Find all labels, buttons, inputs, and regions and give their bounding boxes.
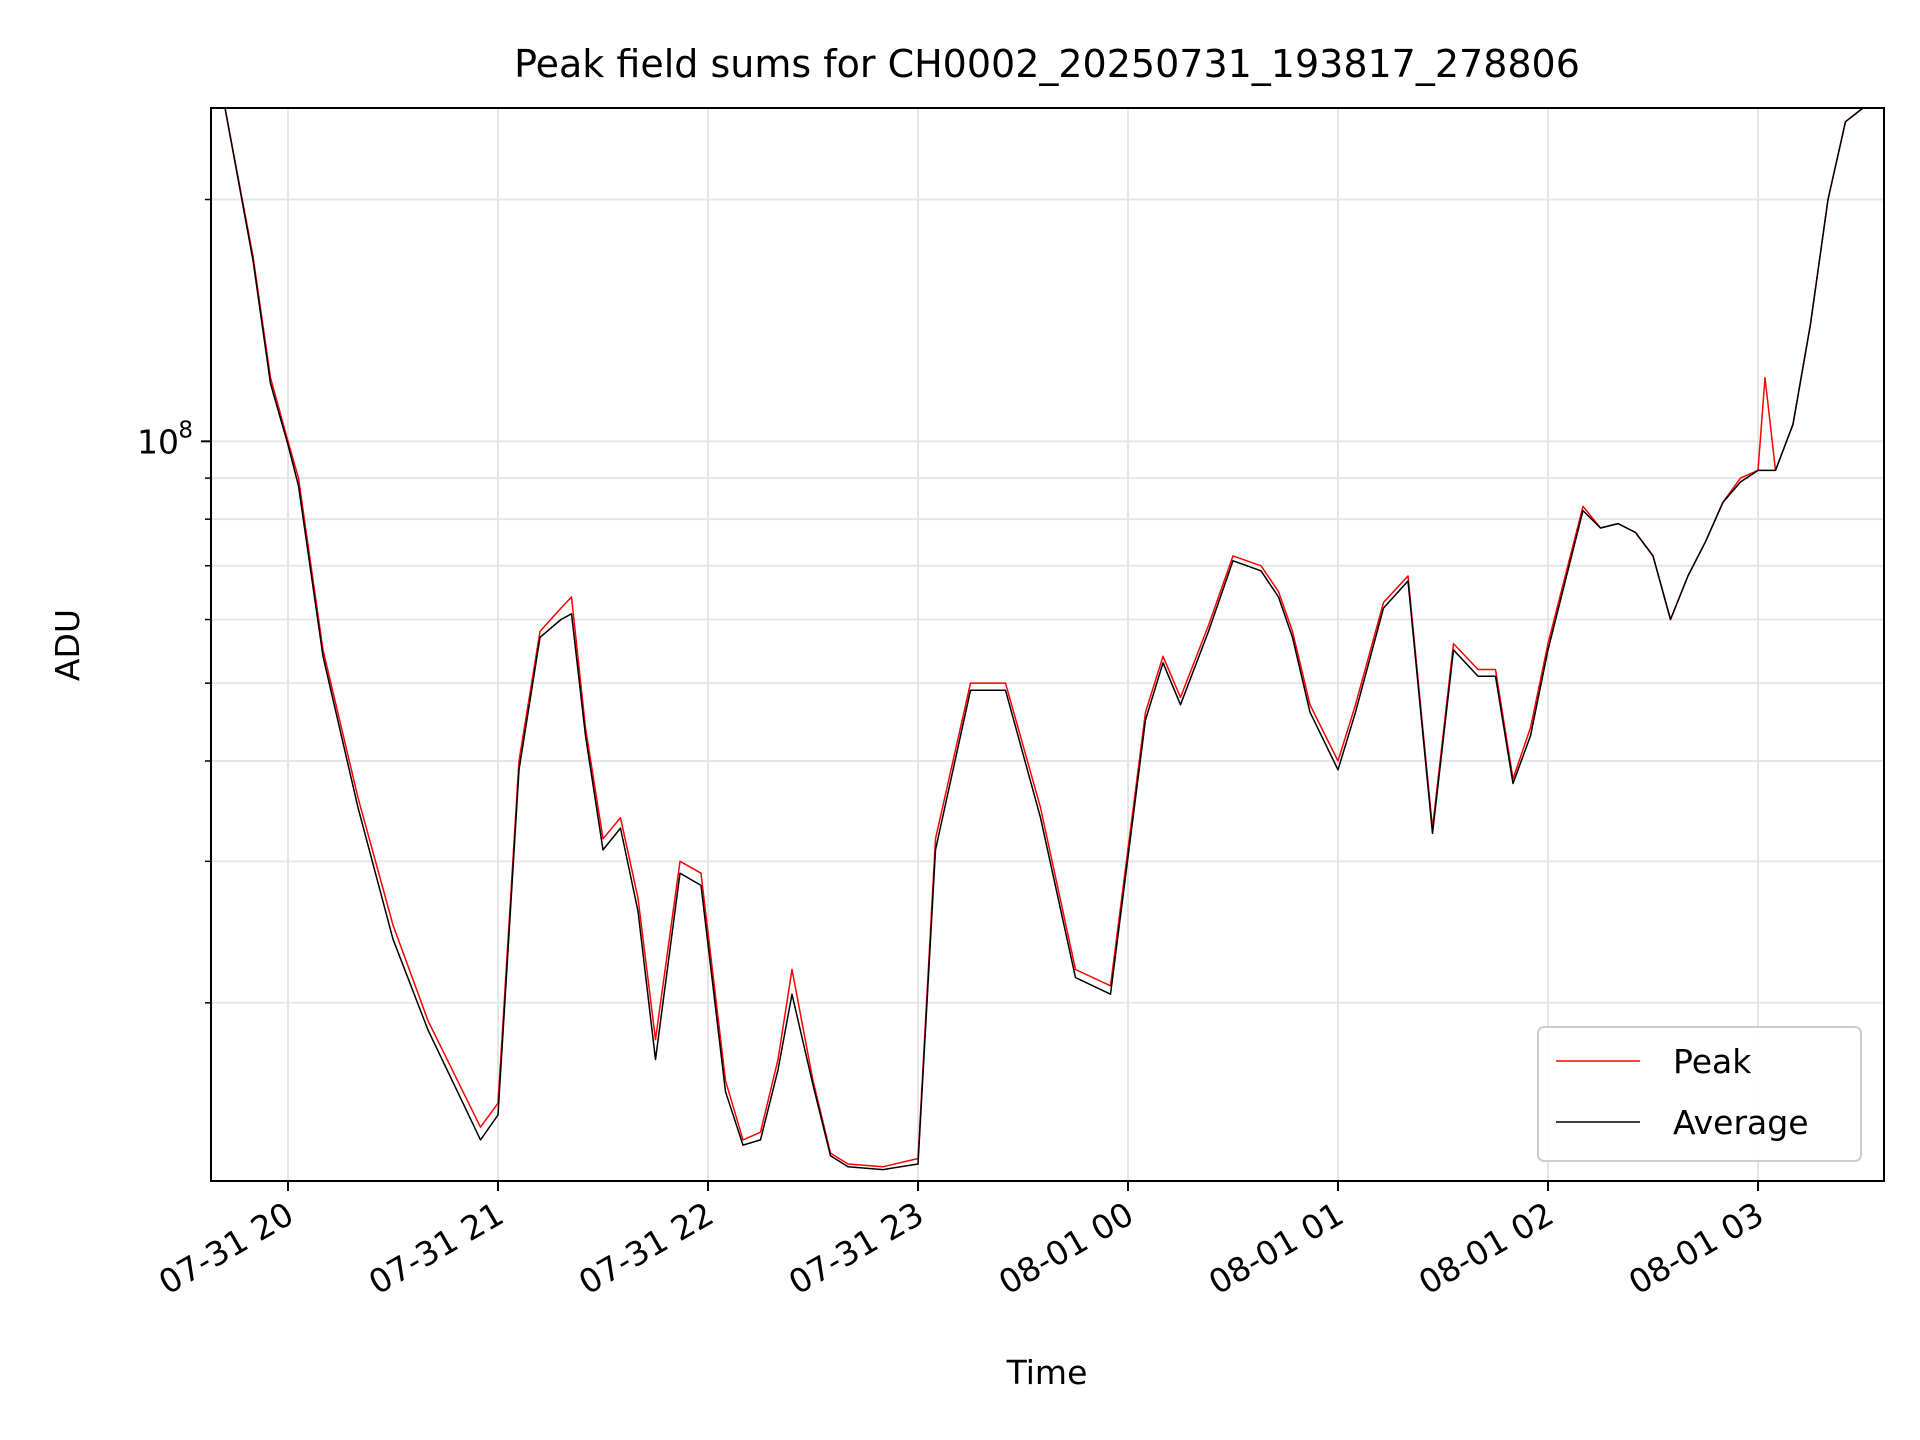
y-tick-label: 10 [137,422,179,461]
series-average-line [211,107,1884,1171]
y-axis-label: ADU [48,609,87,681]
legend-peak-label: Peak [1673,1042,1752,1081]
y-tick-label-base: 10 [137,422,179,461]
y-axis: 10 8 [137,198,211,1004]
y-tick-label-exponent: 8 [178,417,193,443]
legend-average-label: Average [1673,1103,1809,1142]
chart-title: Peak field sums for CH0002_20250731_1938… [514,42,1580,86]
plot-frame [210,107,1885,1182]
grid [211,108,1884,1181]
legend: Peak Average [1537,1026,1862,1162]
series-layer [211,107,1884,1171]
x-axis-label: Time [1006,1353,1088,1392]
